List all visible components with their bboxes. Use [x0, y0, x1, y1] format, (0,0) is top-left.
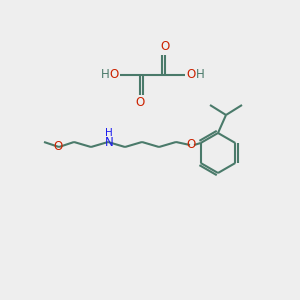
Text: O: O	[53, 140, 63, 152]
Text: O: O	[160, 40, 169, 53]
Text: O: O	[186, 68, 196, 82]
Text: O: O	[135, 97, 145, 110]
Text: O: O	[186, 139, 196, 152]
Text: H: H	[100, 68, 109, 82]
Text: H: H	[105, 128, 113, 138]
Text: N: N	[105, 136, 113, 149]
Text: H: H	[196, 68, 204, 82]
Text: O: O	[110, 68, 118, 82]
